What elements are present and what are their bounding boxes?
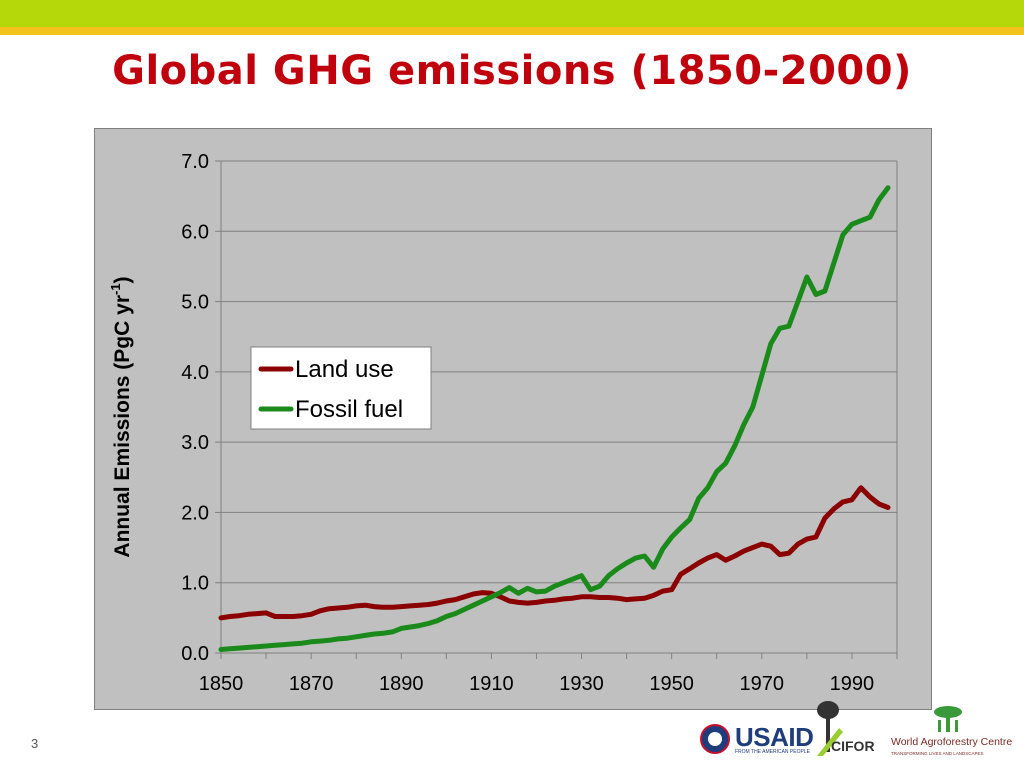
y-axis-label-close: ): [111, 276, 134, 283]
slide-title: Global GHG emissions (1850-2000): [112, 48, 912, 94]
y-axis-label-main: Annual Emissions (PgC yr: [111, 295, 134, 558]
top-green-band: [0, 0, 1024, 27]
y-tick-label: 2.0: [181, 502, 209, 524]
cifor-tree-icon: [817, 701, 843, 756]
y-tick-label: 7.0: [181, 151, 209, 173]
chart-area: 0.0 1.0 2.0 3.0 4.0 5.0 6.0 7.0 1850 1870 1890 1910…: [94, 128, 932, 710]
icraf-tree-icon: [934, 706, 962, 732]
y-tick-label: 4.0: [181, 362, 209, 384]
x-tick-label: 1990: [830, 673, 875, 695]
cifor-logo: CIFOR: [831, 738, 875, 754]
partner-logos: USAID FROM THE AMERICAN PEOPLE CIFOR Wor…: [695, 698, 1015, 762]
x-tick-label: 1930: [559, 673, 604, 695]
y-tick-label: 3.0: [181, 432, 209, 454]
x-tick-label: 1910: [469, 673, 514, 695]
fossil-fuel-line: [218, 185, 891, 652]
legend-land-use-label: Land use: [295, 356, 394, 383]
usaid-logo: USAID: [735, 722, 814, 752]
chart-legend: [250, 346, 432, 430]
emissions-line-chart: 0.0 1.0 2.0 3.0 4.0 5.0 6.0 7.0 1850 1870 1890 1910…: [108, 151, 898, 695]
usaid-tagline: FROM THE AMERICAN PEOPLE: [735, 749, 810, 755]
y-axis-label: Annual Emissions (PgC yr-1): [108, 276, 134, 557]
x-tick-label: 1890: [379, 673, 424, 695]
x-tick-label: 1950: [649, 673, 694, 695]
icraf-logo: World Agroforestry Centre: [891, 736, 1013, 748]
y-tick-label: 0.0: [181, 643, 209, 665]
slide-number: 3: [31, 736, 39, 751]
y-tick-label: 6.0: [181, 221, 209, 243]
y-tick-label: 5.0: [181, 292, 209, 314]
land-use-line: [218, 485, 891, 621]
icraf-tagline: TRANSFORMING LIVES AND LANDSCAPES: [891, 751, 984, 756]
top-yellow-band: [0, 27, 1024, 35]
legend-fossil-fuel-label: Fossil fuel: [295, 396, 403, 423]
x-tick-label: 1870: [289, 673, 334, 695]
y-axis-label-superscript: -1: [108, 283, 123, 295]
y-tick-label: 1.0: [181, 573, 209, 595]
usaid-seal-icon: [700, 724, 730, 754]
x-tick-label: 1970: [740, 673, 785, 695]
x-tick-label: 1850: [199, 673, 244, 695]
